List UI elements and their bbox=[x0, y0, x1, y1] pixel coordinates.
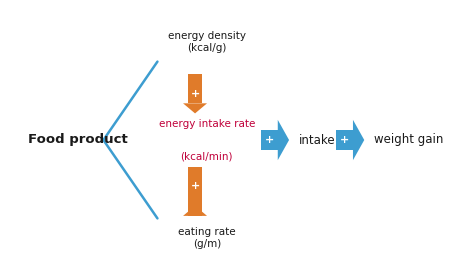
Polygon shape bbox=[188, 167, 202, 216]
Polygon shape bbox=[183, 206, 207, 216]
Polygon shape bbox=[183, 103, 207, 113]
Polygon shape bbox=[336, 130, 353, 150]
Text: Food product: Food product bbox=[28, 134, 128, 146]
Polygon shape bbox=[278, 120, 289, 160]
Text: energy intake rate: energy intake rate bbox=[158, 119, 255, 129]
Polygon shape bbox=[188, 74, 202, 103]
Text: +: + bbox=[190, 181, 200, 191]
Text: +: + bbox=[265, 135, 274, 145]
Text: eating rate
(g/m): eating rate (g/m) bbox=[178, 227, 235, 249]
Text: +: + bbox=[340, 135, 349, 145]
Text: +: + bbox=[190, 89, 200, 99]
Text: energy density
(kcal/g): energy density (kcal/g) bbox=[168, 31, 246, 53]
Text: (kcal/min): (kcal/min) bbox=[180, 151, 233, 161]
Polygon shape bbox=[353, 120, 364, 160]
Text: intake: intake bbox=[298, 134, 335, 146]
Polygon shape bbox=[261, 130, 278, 150]
Text: weight gain: weight gain bbox=[374, 134, 443, 146]
